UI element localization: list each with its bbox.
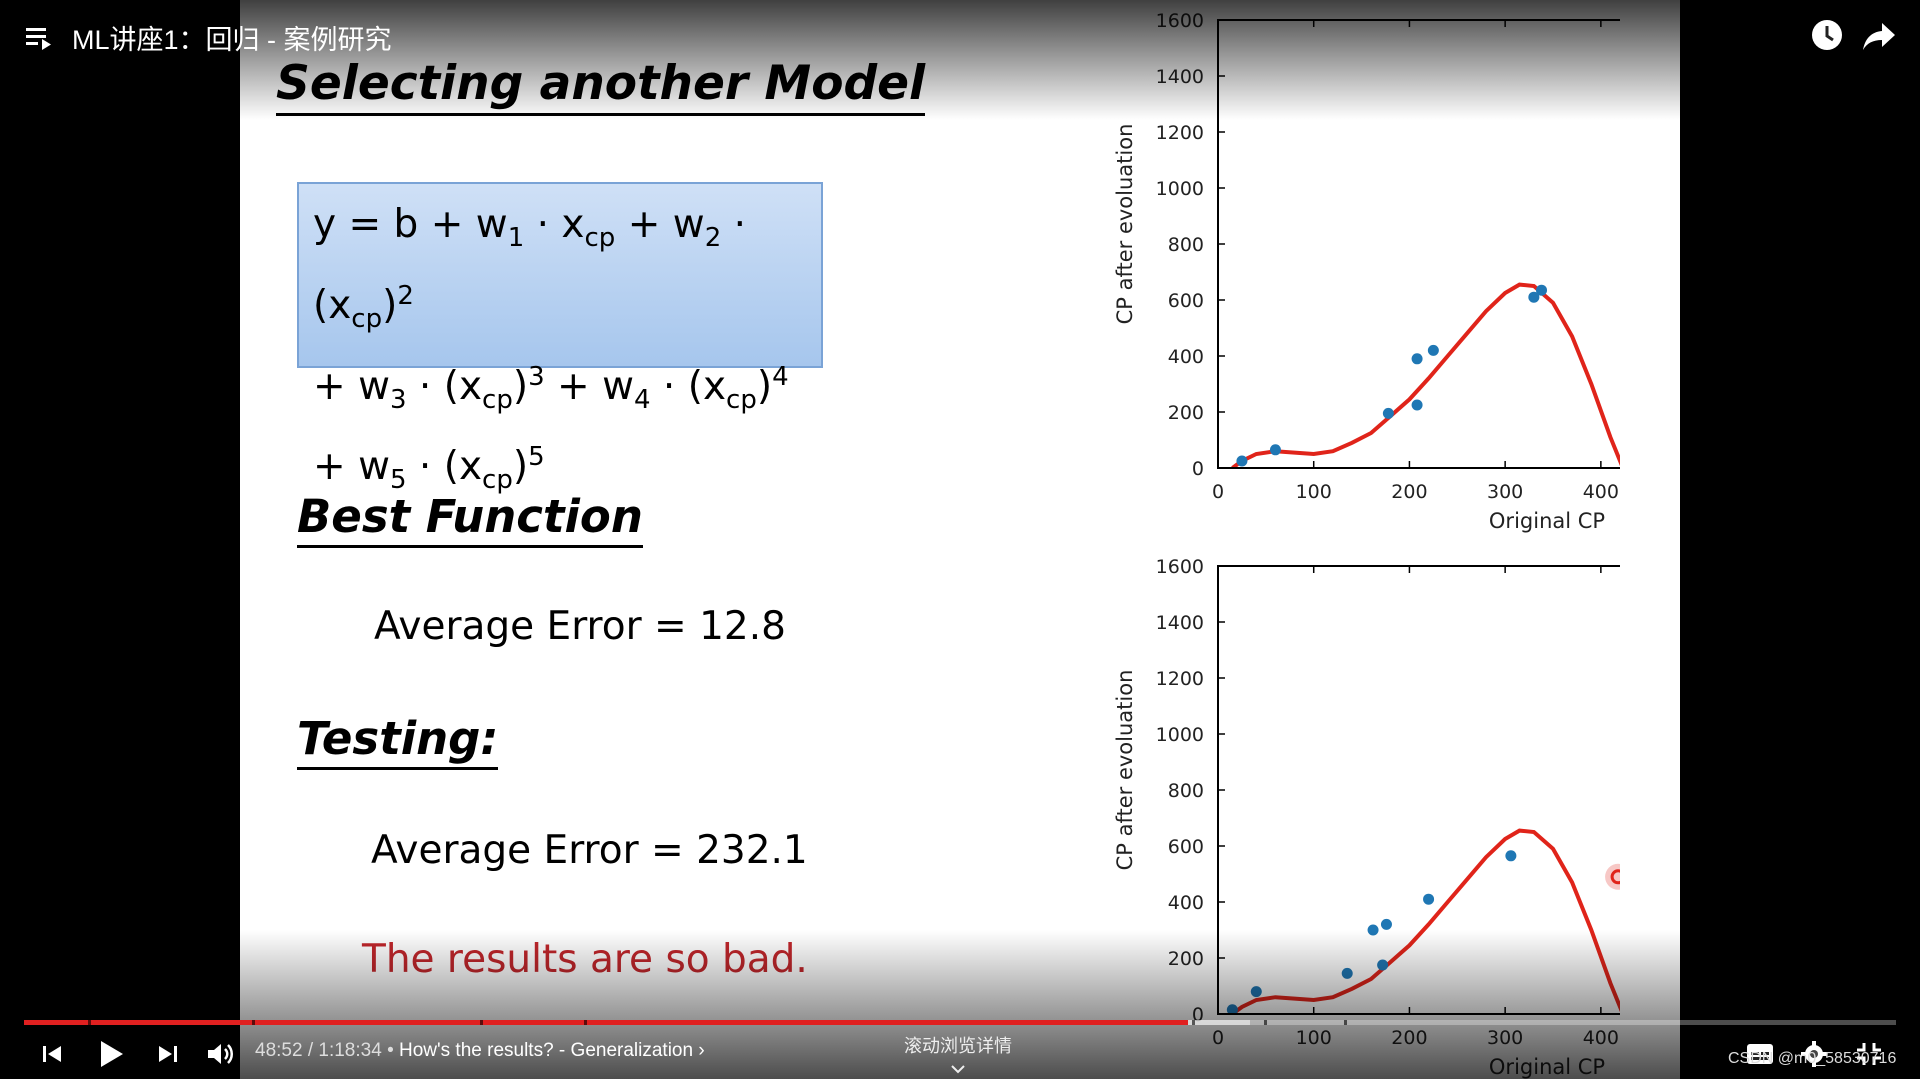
- formula-line-3: + w5 · (xcp)5: [313, 442, 545, 496]
- y-tick-label: 800: [1168, 780, 1204, 802]
- data-point: [1505, 850, 1517, 862]
- x-tick-label: 300: [1487, 481, 1523, 503]
- data-point: [1536, 284, 1548, 296]
- y-tick-label: 1600: [1156, 556, 1204, 578]
- chapter-marker: [1264, 1020, 1267, 1025]
- model-curve: [1231, 828, 1620, 1014]
- chapter-marker: [252, 1020, 255, 1025]
- y-tick-label: 1400: [1156, 612, 1204, 634]
- training-average-error: Average Error = 12.8: [374, 604, 786, 649]
- data-point: [1528, 291, 1540, 303]
- conclusion-text: The results are so bad.: [362, 937, 808, 982]
- data-point: [1427, 344, 1439, 356]
- watermark: CSDN @m0_58530716: [1728, 1050, 1897, 1067]
- data-point: [1250, 986, 1262, 998]
- data-point: [1236, 455, 1248, 467]
- y-tick-label: 1200: [1156, 668, 1204, 690]
- y-tick-label: 1000: [1156, 178, 1204, 200]
- y-tick-label: 400: [1168, 346, 1204, 368]
- x-tick-label: 100: [1296, 481, 1332, 503]
- testing-data-chart: 0100200300400500600700020040060080010001…: [1113, 556, 1620, 1079]
- data-point: [1382, 407, 1394, 419]
- clock-icon[interactable]: [1810, 18, 1844, 52]
- playlist-icon[interactable]: [26, 24, 56, 52]
- data-point: [1367, 924, 1379, 936]
- data-point: [1423, 893, 1435, 905]
- x-axis-label: Original CP: [1489, 509, 1605, 533]
- y-tick-label: 1000: [1156, 724, 1204, 746]
- x-tick-label: 0: [1212, 481, 1224, 503]
- model-formula: y = b + w1 · xcp + w2 · (xcp)2 + w3 · (x…: [297, 182, 823, 495]
- scroll-hint-label: 滚动浏览详情: [904, 1036, 1012, 1056]
- data-point: [1380, 918, 1392, 930]
- skip-previous-icon[interactable]: [40, 1042, 64, 1071]
- chapter-marker: [88, 1020, 91, 1025]
- volume-icon[interactable]: [206, 1040, 236, 1073]
- skip-next-icon[interactable]: [156, 1042, 180, 1071]
- slide: Selecting another Model y = b + w1 · xcp…: [240, 0, 1680, 1079]
- progress-bar[interactable]: [24, 1020, 1896, 1025]
- y-tick-label: 0: [1192, 458, 1204, 480]
- current-time: 48:52: [255, 1040, 303, 1061]
- exit-fullscreen-icon[interactable]: [1856, 1042, 1882, 1071]
- plot-frame: [1217, 565, 1620, 1015]
- x-tick-label: 200: [1391, 481, 1427, 503]
- gear-icon[interactable]: [1800, 1040, 1828, 1073]
- best-function-heading: Best Function: [297, 490, 643, 548]
- y-tick-label: 200: [1168, 402, 1204, 424]
- y-tick-label: 600: [1168, 290, 1204, 312]
- y-tick-label: 600: [1168, 836, 1204, 858]
- chapter-marker: [584, 1020, 587, 1025]
- chapter-marker: [1192, 1020, 1195, 1025]
- testing-heading: Testing:: [297, 712, 499, 770]
- time-display[interactable]: 48:52 / 1:18:34 • How's the results? - G…: [255, 1040, 705, 1061]
- player-controls: [0, 1032, 1920, 1079]
- y-tick-label: 400: [1168, 892, 1204, 914]
- duration: 1:18:34: [318, 1040, 382, 1061]
- chapter-title[interactable]: How's the results? - Generalization: [399, 1040, 694, 1061]
- y-axis-label: CP after evoluation: [1113, 124, 1137, 325]
- y-tick-label: 800: [1168, 234, 1204, 256]
- data-point: [1411, 353, 1423, 365]
- y-tick-label: 200: [1168, 948, 1204, 970]
- data-point: [1341, 967, 1353, 979]
- chapter-marker: [1344, 1020, 1347, 1025]
- cursor-highlight-ring: [1610, 869, 1620, 885]
- share-arrow-icon[interactable]: [1862, 20, 1896, 52]
- model-curve: [1231, 282, 1620, 468]
- testing-average-error: Average Error = 232.1: [371, 828, 808, 873]
- data-point: [1377, 959, 1389, 971]
- formula-line-2: + w3 · (xcp)3 + w4 · (xcp)4: [313, 361, 789, 415]
- chevron-down-icon: [951, 1065, 965, 1074]
- subtitles-icon[interactable]: [1746, 1042, 1774, 1071]
- video-title[interactable]: ML讲座1：回归 - 案例研究: [72, 25, 392, 55]
- play-icon[interactable]: [96, 1038, 126, 1075]
- data-point: [1269, 444, 1281, 456]
- player-top-bar: ML讲座1：回归 - 案例研究: [0, 0, 1920, 72]
- y-axis-label: CP after evoluation: [1113, 670, 1137, 871]
- progress-played: [24, 1020, 1189, 1025]
- chapter-marker: [480, 1020, 483, 1025]
- y-tick-label: 1200: [1156, 122, 1204, 144]
- formula-line-1: y = b + w1 · xcp + w2 · (xcp)2: [313, 202, 747, 334]
- data-point: [1411, 399, 1423, 411]
- chapter-arrow-icon[interactable]: ›: [698, 1040, 705, 1061]
- training-data-chart: 0100200300400500600700020040060080010001…: [1113, 10, 1620, 533]
- x-tick-label: 400: [1583, 481, 1619, 503]
- scroll-for-details[interactable]: 滚动浏览详情: [904, 1032, 1012, 1079]
